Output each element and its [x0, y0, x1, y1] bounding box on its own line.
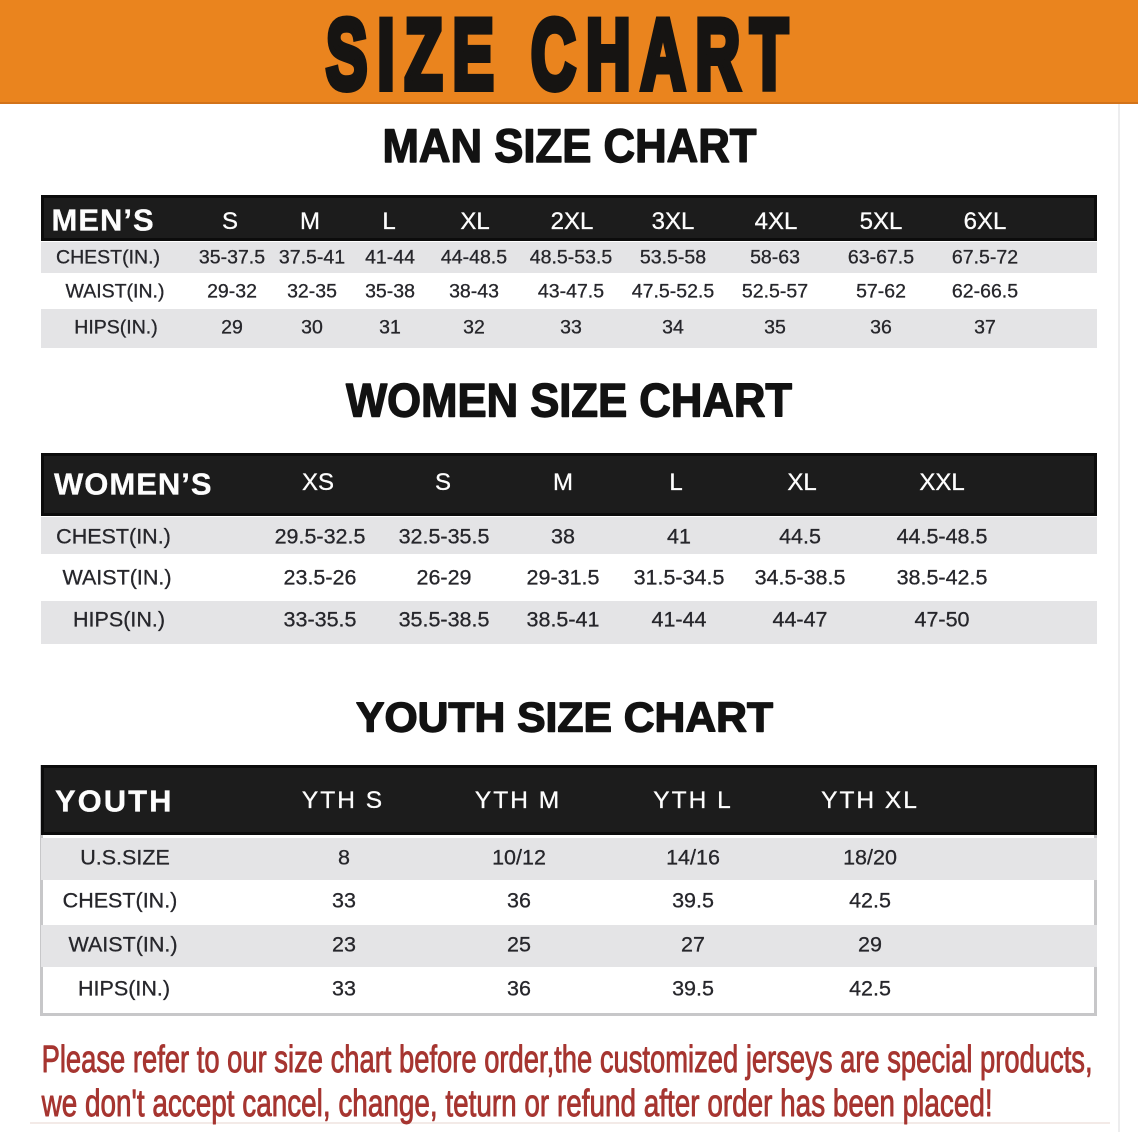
svg-text:YOUTH SIZE CHART: YOUTH SIZE CHART [356, 694, 773, 741]
svg-text:Please refer to our size chart: Please refer to our size chart before or… [42, 1039, 1093, 1081]
svg-text:SIZE CHART: SIZE CHART [326, 0, 798, 110]
svg-text:we don't accept cancel, change: we don't accept cancel, change, teturn o… [41, 1083, 993, 1125]
svg-text:MAN SIZE CHART: MAN SIZE CHART [383, 119, 757, 172]
svg-text:WOMEN SIZE CHART: WOMEN SIZE CHART [346, 374, 792, 427]
